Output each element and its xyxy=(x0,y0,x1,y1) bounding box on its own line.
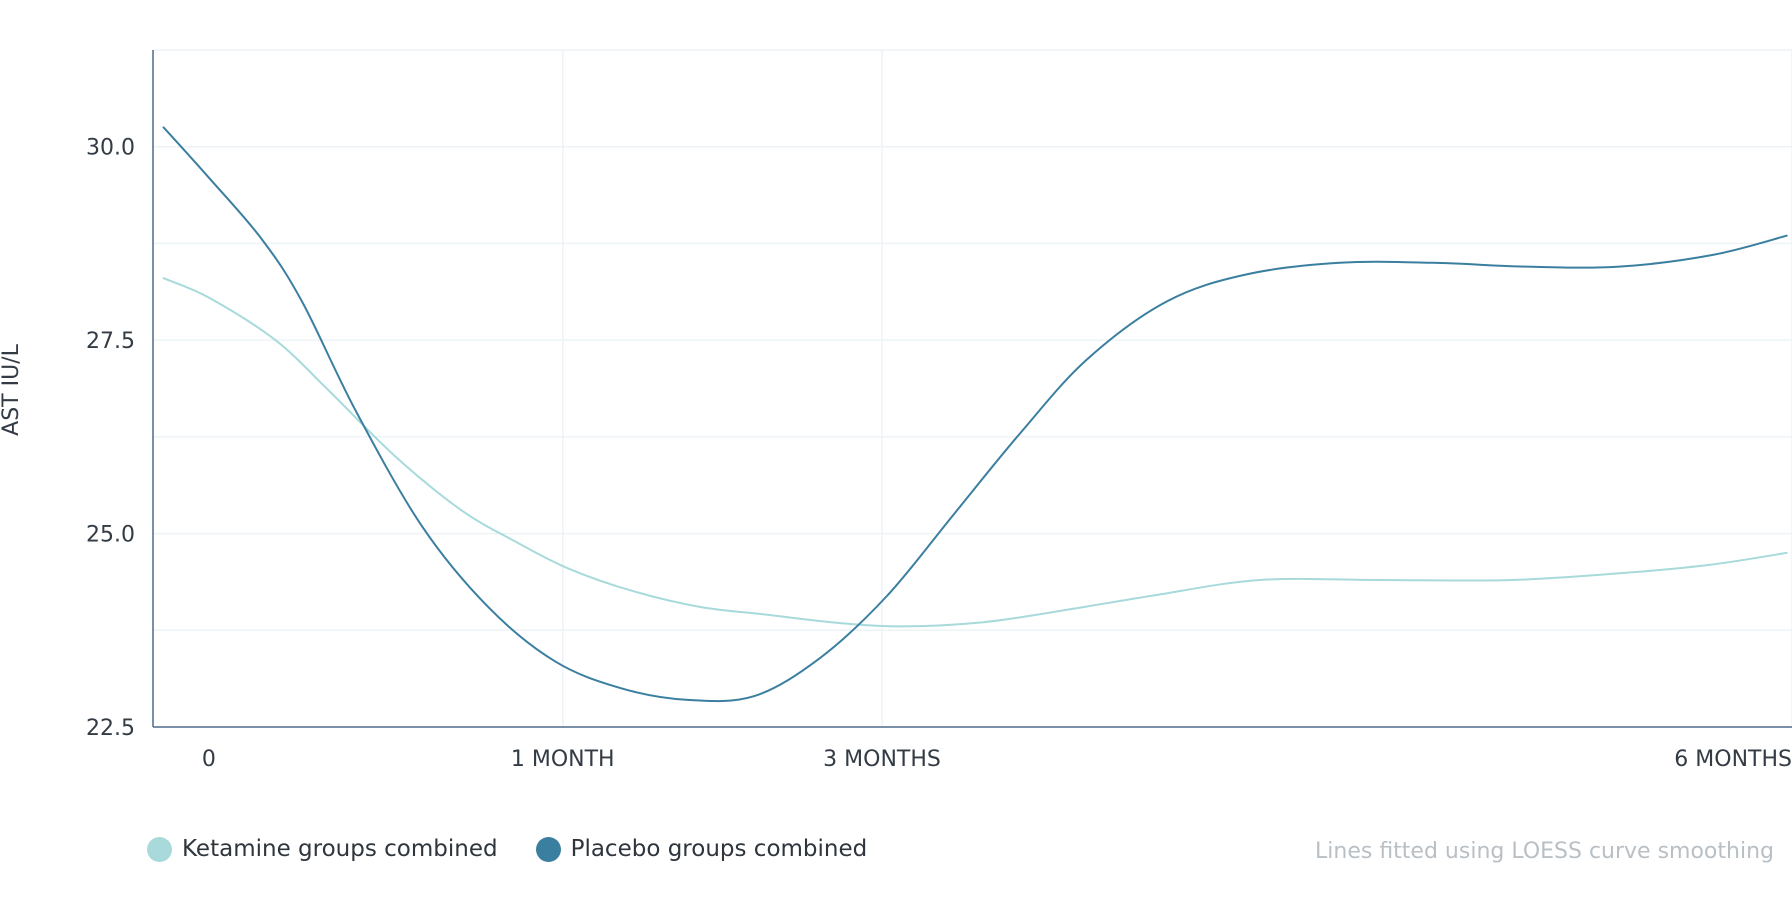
y-tick-labels: 22.5 25.0 27.5 30.0 xyxy=(86,136,135,741)
x-tick-label: 1 MONTH xyxy=(511,747,615,772)
x-tick-label: 6 MONTHS xyxy=(1674,747,1792,772)
legend: Ketamine groups combined Placebo groups … xyxy=(147,836,905,862)
horizontal-gridlines xyxy=(153,49,1792,632)
legend-item-placebo[interactable]: Placebo groups combined xyxy=(535,836,868,862)
placebo-series-line xyxy=(162,126,1788,703)
y-tick-label: 22.5 xyxy=(86,716,135,741)
y-tick-label: 30.0 xyxy=(86,136,135,161)
vertical-gridlines xyxy=(562,50,1792,727)
ketamine-series-line xyxy=(162,277,1788,628)
smoothing-note: Lines fitted using LOESS curve smoothing xyxy=(1315,839,1774,864)
x-tick-label: 0 xyxy=(202,747,216,772)
legend-label-ketamine: Ketamine groups combined xyxy=(182,836,498,862)
legend-item-ketamine[interactable]: Ketamine groups combined xyxy=(147,836,498,862)
y-tick-label: 27.5 xyxy=(86,329,135,354)
series-layer xyxy=(162,126,1788,703)
x-tick-labels: 0 1 MONTH 3 MONTHS 6 MONTHS xyxy=(202,747,1792,772)
y-tick-label: 25.0 xyxy=(86,523,135,548)
ketamine-swatch-icon xyxy=(147,836,172,862)
placebo-swatch-icon xyxy=(535,836,561,862)
legend-label-placebo: Placebo groups combined xyxy=(570,836,868,862)
x-tick-label: 3 MONTHS xyxy=(823,747,941,772)
y-axis-label: AST IU/L xyxy=(0,343,24,435)
